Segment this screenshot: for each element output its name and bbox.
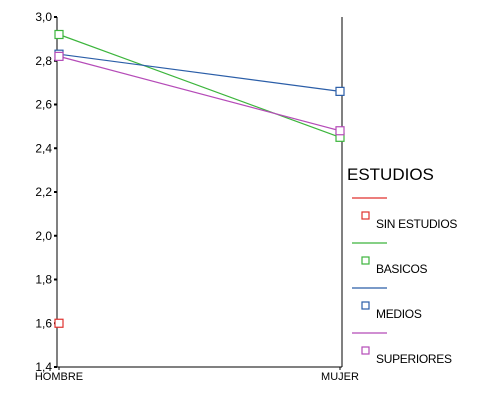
legend-title: ESTUDIOS	[347, 165, 434, 184]
data-point	[54, 318, 64, 328]
legend-label: BASICOS	[376, 262, 428, 276]
series-line	[58, 55, 341, 132]
legend-marker	[361, 256, 370, 265]
y-tick-label: 2,4	[35, 141, 52, 155]
x-tick-label: MUJER	[321, 371, 359, 383]
data-point	[54, 51, 64, 61]
series-markers	[54, 29, 345, 328]
legend: ESTUDIOS SIN ESTUDIOS BASICOS MEDIOS SUPERI…	[347, 165, 458, 366]
y-tick-label: 2,0	[35, 229, 52, 243]
series-line	[58, 53, 341, 92]
data-point	[335, 126, 345, 136]
data-point	[54, 29, 64, 40]
y-tick-label: 1,4	[35, 360, 52, 374]
legend-marker	[361, 301, 370, 310]
legend-marker	[361, 346, 370, 355]
y-tick-label: 2,8	[35, 54, 52, 68]
legend-label: SIN ESTUDIOS	[376, 217, 457, 231]
axes: 1,4 1,6 1,8 2,0 2,2 2,4 2,6 2,8 3,0 HOMBRE MUJER	[35, 10, 359, 383]
x-tick-label: HOMBRE	[35, 371, 83, 383]
y-tick-label: 2,2	[35, 185, 52, 199]
y-tick-label: 2,6	[35, 98, 52, 112]
y-tick-label: 1,8	[35, 273, 52, 287]
series-lines	[58, 33, 341, 138]
legend-label: MEDIOS	[376, 307, 422, 321]
series-line	[58, 33, 341, 138]
data-point	[335, 86, 345, 96]
y-tick-label: 3,0	[35, 10, 52, 24]
y-tick-label: 1,6	[35, 316, 52, 330]
legend-label: SUPERIORES	[376, 352, 452, 366]
legend-marker	[361, 211, 370, 220]
